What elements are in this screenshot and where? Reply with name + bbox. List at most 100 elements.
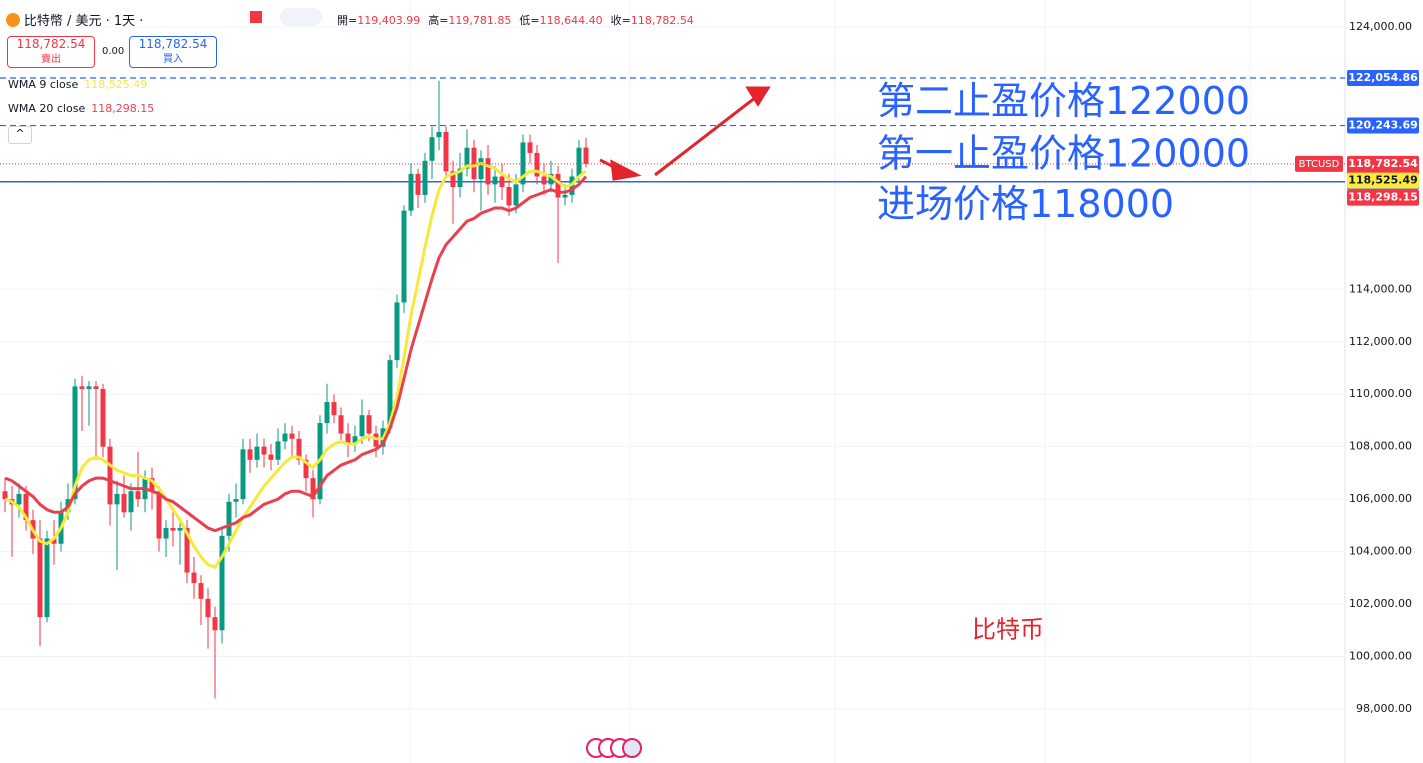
collapse-button[interactable]: ^ bbox=[8, 126, 32, 144]
wma-tag: 118,525.49 bbox=[1348, 174, 1418, 187]
field-value: 119,403.99 bbox=[357, 14, 421, 27]
candle-body bbox=[303, 459, 309, 479]
legend-value: 118,525.49 bbox=[84, 78, 148, 91]
candle-body bbox=[443, 131, 449, 172]
wma-line bbox=[4, 175, 588, 533]
symbol-tag: BTCUSD bbox=[1299, 159, 1340, 170]
candle-body bbox=[555, 173, 561, 198]
candle-body bbox=[107, 446, 113, 505]
candle-body bbox=[86, 386, 92, 389]
y-tick-label: 98,000.00 bbox=[1356, 702, 1412, 715]
candle-body bbox=[275, 441, 281, 460]
candle-body bbox=[576, 147, 582, 177]
candle-body bbox=[359, 415, 365, 437]
candle-body bbox=[331, 402, 337, 416]
candle-body bbox=[282, 433, 288, 442]
candle-body bbox=[338, 415, 344, 434]
price-line-tag: 120,243.69 bbox=[1348, 119, 1418, 132]
candle-body bbox=[247, 449, 253, 460]
candle-body bbox=[366, 415, 372, 434]
candle-body bbox=[254, 446, 260, 460]
legend-row: WMA 20 close 118,298.15 bbox=[8, 102, 154, 126]
candle-body bbox=[422, 160, 428, 195]
candle-body bbox=[156, 491, 162, 539]
candle-body bbox=[37, 538, 43, 618]
candle-body bbox=[233, 499, 239, 502]
candle-body bbox=[436, 131, 442, 138]
candle-body bbox=[534, 152, 540, 177]
annotation: 进场价格118000 bbox=[877, 182, 1174, 226]
last-price-tag: 118,782.54 bbox=[1348, 157, 1418, 170]
flag-icon[interactable] bbox=[250, 11, 262, 23]
price-line-tag-bg bbox=[1347, 117, 1419, 134]
candle-body bbox=[163, 527, 169, 539]
field-key: 收= bbox=[610, 14, 631, 27]
candle-body bbox=[513, 184, 519, 206]
candle-body bbox=[72, 386, 78, 500]
price-line-tag: 122,054.86 bbox=[1348, 71, 1418, 84]
candle-body bbox=[205, 598, 211, 618]
field-value: 118,644.40 bbox=[539, 14, 603, 27]
candle-body bbox=[93, 386, 99, 389]
candle-body bbox=[310, 478, 316, 500]
candle-body bbox=[226, 501, 232, 536]
candle-body bbox=[527, 142, 533, 153]
candle-body bbox=[541, 176, 547, 185]
candle-body bbox=[184, 527, 190, 573]
candle-body bbox=[499, 176, 505, 188]
annotation: 第一止盈价格120000 bbox=[877, 131, 1250, 175]
candle-body bbox=[114, 493, 120, 505]
field-key: 開= bbox=[337, 14, 358, 27]
sell-label: 賣出 bbox=[41, 54, 61, 65]
y-tick-label: 114,000.00 bbox=[1349, 282, 1412, 295]
y-tick-label: 100,000.00 bbox=[1349, 650, 1412, 663]
candle-body bbox=[583, 147, 589, 164]
candle-body bbox=[128, 491, 134, 513]
sell-price: 118,782.54 bbox=[16, 37, 86, 51]
candle-body bbox=[177, 527, 183, 531]
spread: 0.00 bbox=[102, 46, 125, 57]
candle-body bbox=[345, 433, 351, 445]
candle-body bbox=[268, 454, 274, 460]
candle-body bbox=[149, 478, 155, 492]
candle-body bbox=[51, 538, 57, 544]
y-tick-label: 124,000.00 bbox=[1349, 20, 1412, 33]
y-tick-label: 102,000.00 bbox=[1349, 597, 1412, 610]
candle-body bbox=[548, 173, 554, 185]
wma-tag-bg bbox=[1347, 189, 1419, 206]
y-tick-label: 106,000.00 bbox=[1349, 492, 1412, 505]
watermark: 比特币 bbox=[972, 616, 1044, 644]
candle-body bbox=[23, 493, 29, 521]
legend: WMA 9 close 118,525.49 WMA 20 close 118,298… bbox=[8, 78, 154, 126]
candle-body bbox=[170, 527, 176, 531]
candle-body bbox=[191, 572, 197, 584]
candle-body bbox=[44, 538, 50, 618]
candle-body bbox=[324, 402, 330, 424]
candle-body bbox=[100, 388, 106, 447]
candle-body bbox=[408, 173, 414, 211]
sell-button[interactable]: 118,782.54 賣出 bbox=[7, 36, 95, 68]
symbol-tag-bg bbox=[1295, 155, 1343, 172]
status-pill[interactable] bbox=[280, 8, 322, 26]
symbol[interactable]: 比特幣 / 美元 · 1天 · bbox=[23, 14, 144, 29]
candle-body bbox=[219, 535, 225, 631]
price-line-tag-bg bbox=[1347, 70, 1419, 87]
buy-price: 118,782.54 bbox=[138, 37, 208, 51]
bottom-icons bbox=[586, 738, 642, 758]
symbol-bar: 比特幣 / 美元 · 1天 · bbox=[6, 10, 143, 29]
candle-body bbox=[464, 147, 470, 169]
candle-body bbox=[212, 617, 218, 631]
candle-body bbox=[401, 210, 407, 303]
candle-body bbox=[492, 176, 498, 185]
y-tick-label: 110,000.00 bbox=[1349, 387, 1412, 400]
field-value: 119,781.85 bbox=[448, 14, 512, 27]
legend-name: WMA 9 close bbox=[8, 78, 79, 91]
buy-button[interactable]: 118,782.54 買入 bbox=[129, 36, 217, 68]
candle-body bbox=[450, 171, 456, 188]
candle-body bbox=[2, 491, 8, 500]
arrow bbox=[654, 86, 771, 177]
field-key: 低= bbox=[519, 14, 540, 27]
annotation: 第二止盈价格122000 bbox=[877, 79, 1250, 123]
candle-body bbox=[394, 302, 400, 361]
